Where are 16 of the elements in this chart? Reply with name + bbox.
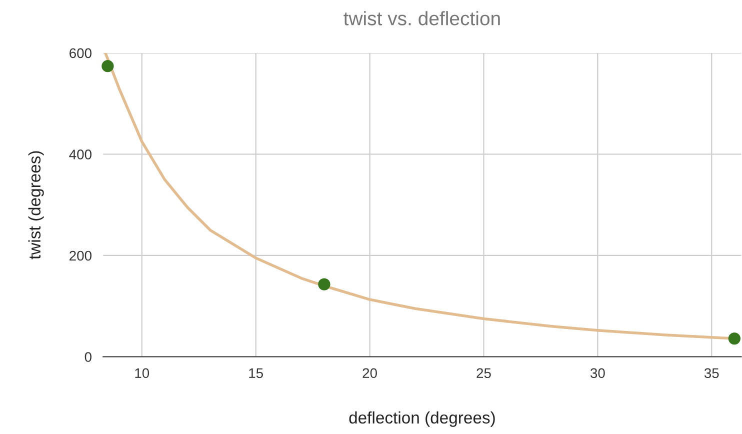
point — [728, 332, 740, 345]
y-axis-title: twist (degrees) — [28, 151, 44, 260]
x-tick-label: 15 — [249, 368, 263, 378]
x-tick-label: 30 — [590, 368, 605, 378]
y-tick-label: 600 — [70, 48, 92, 58]
point — [102, 60, 114, 72]
x-tick-label: 10 — [135, 368, 150, 378]
x-tick-label: 25 — [476, 368, 491, 378]
point — [318, 278, 330, 290]
x-axis-title: deflection (degrees) — [349, 411, 495, 427]
x-tick-label: 20 — [362, 368, 377, 378]
y-tick-label: 0 — [84, 352, 92, 362]
x-tick-label: 35 — [704, 368, 719, 378]
chart-title: twist vs. deflection — [344, 11, 500, 26]
y-tick-label: 200 — [70, 250, 92, 261]
y-tick-label: 400 — [69, 150, 92, 160]
